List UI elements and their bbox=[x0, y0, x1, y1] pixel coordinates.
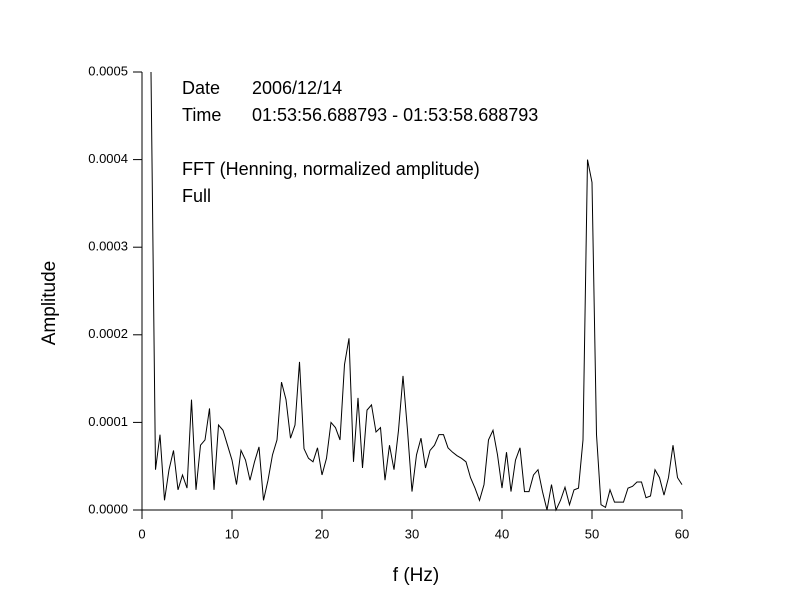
annotation: Date bbox=[182, 78, 220, 98]
x-tick-label: 50 bbox=[585, 526, 599, 541]
y-tick-label: 0.0000 bbox=[88, 501, 128, 516]
y-tick-label: 0.0002 bbox=[88, 326, 128, 341]
x-tick-label: 60 bbox=[675, 526, 689, 541]
x-tick-label: 40 bbox=[495, 526, 509, 541]
y-tick-label: 0.0005 bbox=[88, 63, 128, 78]
x-axis-label: f (Hz) bbox=[393, 565, 439, 586]
annotation: 01:53:56.688793 - 01:53:58.688793 bbox=[252, 105, 538, 125]
annotation: FFT (Henning, normalized amplitude) bbox=[182, 159, 480, 179]
x-tick-label: 20 bbox=[315, 526, 329, 541]
y-tick-label: 0.0003 bbox=[88, 239, 128, 254]
y-tick-label: 0.0001 bbox=[88, 414, 128, 429]
annotation: Time bbox=[182, 105, 221, 125]
y-axis-label: Amplitude bbox=[39, 261, 60, 346]
annotation: 2006/12/14 bbox=[252, 78, 342, 98]
annotation: Full bbox=[182, 186, 211, 206]
line-series bbox=[150, 71, 683, 512]
x-tick-label: 0 bbox=[138, 526, 145, 541]
x-tick-label: 30 bbox=[405, 526, 419, 541]
x-tick-label: 10 bbox=[225, 526, 239, 541]
y-tick-label: 0.0004 bbox=[88, 151, 128, 166]
